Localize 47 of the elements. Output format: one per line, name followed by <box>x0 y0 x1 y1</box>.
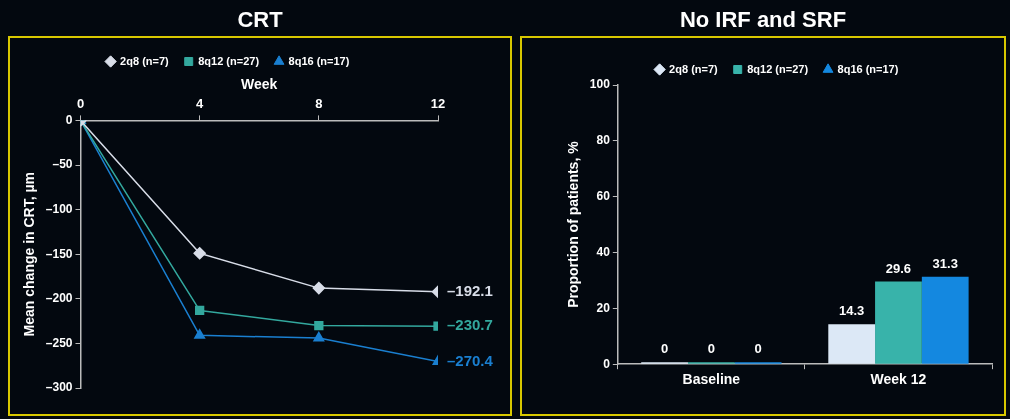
y-tick-label: –100 <box>45 201 73 216</box>
data-label: –270.4 <box>447 351 494 369</box>
x-tick-label: 0 <box>76 96 85 112</box>
frame-outline: Proportion of patients, % 2q8 (n=7) 8q12 (n=27) 8q16 (n=17) Baseline Week 12 0 20 40 60 80 100 0 14.3 0 29.6 0 31.3 <box>520 36 1006 416</box>
x-tick-label: Week 12 <box>870 371 927 388</box>
data-label: 0 <box>660 341 669 357</box>
y-tick-label: –200 <box>45 291 73 306</box>
x-tick-label: Baseline <box>682 371 741 388</box>
data-label: –192.1 <box>447 281 493 299</box>
data-label: 0 <box>707 341 715 357</box>
y-axis-title: Proportion of patients, % <box>565 140 582 308</box>
y-axis-title: Mean change in CRT, µm <box>21 171 38 337</box>
y-tick-label: 20 <box>596 300 611 315</box>
bar <box>875 281 922 364</box>
legend-label: 8q16 (n=17) <box>288 54 350 67</box>
y-tick-label: 80 <box>596 133 611 148</box>
y-tick-label: –50 <box>52 157 73 172</box>
bar <box>828 324 876 364</box>
legend-label: 2q8 (n=7) <box>669 62 719 75</box>
data-label: 31.3 <box>932 255 958 271</box>
legend-label: 8q12 (n=27) <box>198 54 260 67</box>
x-tick-label: 8 <box>315 96 323 112</box>
point <box>313 331 325 342</box>
data-label: 14.3 <box>839 303 865 319</box>
chart-title: No IRF and SRF <box>678 6 848 34</box>
y-tick-label: –150 <box>45 246 73 261</box>
y-tick-label: 40 <box>596 244 611 259</box>
data-label: 29.6 <box>885 260 912 276</box>
point <box>194 329 206 339</box>
x-tick-label: 12 <box>430 96 446 112</box>
legend-label: 2q8 (n=7) <box>120 54 170 67</box>
y-tick-label: 60 <box>596 188 611 203</box>
y-tick-label: 100 <box>589 77 611 92</box>
bar <box>921 276 969 364</box>
y-tick-label: 0 <box>603 356 611 371</box>
point <box>195 305 205 316</box>
legend-label: 8q12 (n=27) <box>747 62 809 75</box>
x-tick-label: 4 <box>196 96 205 112</box>
y-tick-label: –300 <box>45 380 73 395</box>
chart-title: CRT <box>236 6 284 34</box>
legend-label: 8q16 (n=17) <box>837 62 899 75</box>
data-label: 0 <box>754 341 762 357</box>
data-label: –230.7 <box>447 316 493 334</box>
point <box>314 320 324 331</box>
y-tick-label: 0 <box>65 112 73 127</box>
x-axis-title: Week <box>241 76 278 93</box>
y-tick-label: –250 <box>45 335 73 350</box>
